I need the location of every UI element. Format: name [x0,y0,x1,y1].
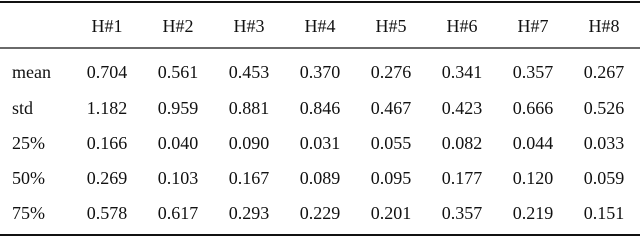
cell: 0.033 [584,133,625,153]
cell: 0.578 [87,203,128,223]
cell: 0.423 [442,98,483,118]
cell: 0.617 [158,203,199,223]
cell: 0.166 [87,133,128,153]
column-header: H#2 [163,16,194,36]
cell: 0.293 [229,203,270,223]
column-header: H#4 [305,16,336,36]
cell: 0.370 [300,62,341,82]
row-label: 75% [12,203,45,223]
cell: 0.341 [442,62,483,82]
cell: 0.269 [87,168,128,188]
cell: 0.453 [229,62,270,82]
cell: 0.357 [513,62,554,82]
cell: 0.095 [371,168,412,188]
cell: 0.082 [442,133,483,153]
cell: 0.561 [158,62,199,82]
cell: 0.103 [158,168,199,188]
row-label: mean [12,62,51,82]
cell: 0.526 [584,98,625,118]
cell: 0.959 [158,98,199,118]
cell: 0.151 [584,203,625,223]
cell: 0.219 [513,203,554,223]
cell: 0.177 [442,168,483,188]
cell: 0.846 [300,98,341,118]
cell: 0.120 [513,168,554,188]
cell: 0.059 [584,168,625,188]
cell: 0.089 [300,168,341,188]
cell: 1.182 [87,98,128,118]
cell: 0.055 [371,133,412,153]
column-header: H#1 [92,16,123,36]
column-header: H#8 [589,16,620,36]
cell: 0.276 [371,62,412,82]
cell: 0.666 [513,98,554,118]
cell: 0.467 [371,98,412,118]
cell: 0.357 [442,203,483,223]
cell: 0.031 [300,133,341,153]
row-label: std [12,98,33,118]
cell: 0.704 [87,62,128,82]
cell: 0.229 [300,203,341,223]
cell: 0.044 [513,133,554,153]
row-label: 25% [12,133,45,153]
column-header: H#5 [376,16,407,36]
cell: 0.040 [158,133,199,153]
row-label: 50% [12,168,45,188]
cell: 0.267 [584,62,625,82]
cell: 0.201 [371,203,412,223]
column-header: H#7 [518,16,549,36]
column-header: H#6 [447,16,478,36]
cell: 0.167 [229,168,270,188]
column-header: H#3 [234,16,265,36]
cell: 0.881 [229,98,270,118]
cell: 0.090 [229,133,270,153]
